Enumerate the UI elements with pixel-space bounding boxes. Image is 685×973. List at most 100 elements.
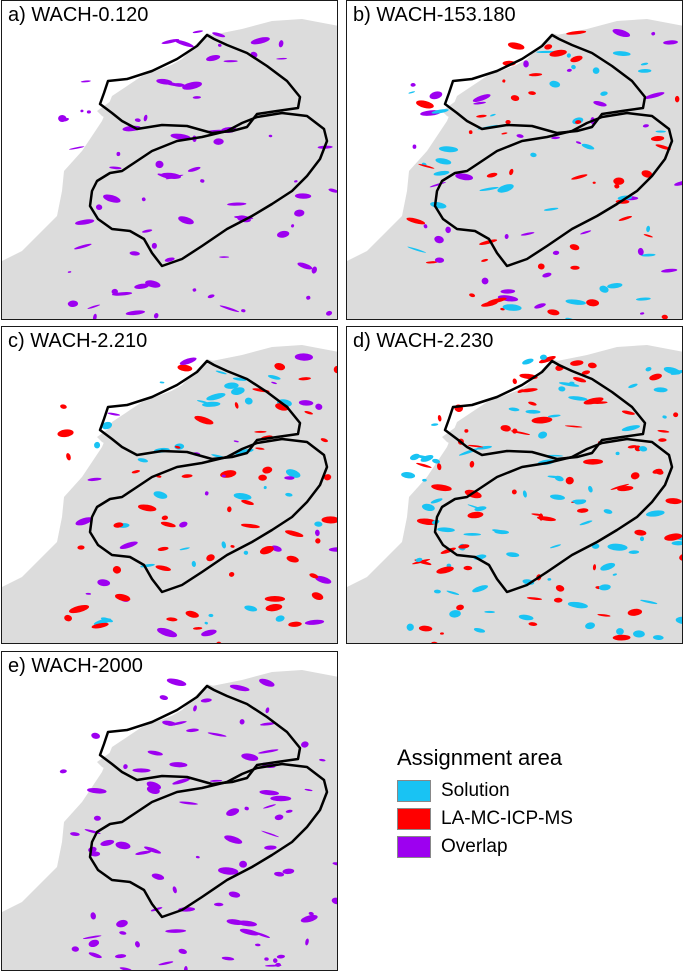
assignment-patch	[505, 119, 511, 125]
assignment-patch	[614, 184, 620, 189]
assignment-patch	[621, 410, 635, 415]
assignment-patch	[100, 839, 115, 846]
assignment-patch	[481, 301, 498, 307]
assignment-patch	[159, 381, 165, 384]
assignment-patch	[528, 401, 537, 406]
assignment-patch	[438, 146, 459, 153]
assignment-patch	[610, 483, 630, 490]
assignment-patch	[627, 608, 643, 616]
assignment-patch	[566, 53, 571, 58]
assignment-patch	[543, 207, 559, 211]
panel-title: d) WACH-2.230	[353, 330, 494, 352]
assignment-patch	[661, 314, 668, 319]
assignment-patch	[642, 124, 649, 128]
assignment-patch	[437, 527, 455, 533]
assignment-patch	[580, 230, 592, 235]
assignment-patch	[192, 627, 203, 630]
assignment-patch	[649, 373, 662, 381]
assignment-patch	[69, 146, 85, 150]
assignment-patch	[215, 370, 227, 375]
map-panel-c: c) WACH-2.210	[1, 326, 338, 644]
assignment-patch	[250, 37, 270, 45]
assignment-patch	[183, 965, 188, 970]
assignment-patch	[239, 860, 248, 868]
assignment-patch	[497, 184, 514, 193]
assignment-patch	[68, 604, 90, 614]
map-svg	[347, 327, 682, 643]
assignment-patch	[88, 939, 100, 948]
assignment-patch	[593, 101, 607, 107]
assignment-patch	[95, 204, 103, 211]
assignment-patch	[511, 489, 517, 495]
assignment-patch	[586, 299, 600, 307]
assignment-patch	[522, 358, 534, 365]
assignment-patch	[213, 138, 224, 145]
assignment-patch	[64, 614, 72, 622]
assignment-patch	[80, 80, 91, 83]
assignment-patch	[655, 144, 671, 150]
assignment-patch	[209, 779, 223, 782]
assignment-patch	[641, 253, 656, 257]
assignment-patch	[618, 215, 632, 221]
assignment-patch	[628, 550, 640, 554]
assignment-patch	[90, 912, 96, 920]
assignment-patch	[278, 40, 284, 48]
assignment-patch	[286, 555, 299, 563]
assignment-patch	[172, 886, 177, 894]
assignment-patch	[467, 511, 484, 519]
assignment-patch	[585, 622, 596, 630]
assignment-patch	[581, 370, 591, 375]
assignment-patch	[570, 265, 580, 270]
assignment-patch	[179, 521, 188, 528]
assignment-patch	[463, 533, 482, 536]
assignment-patch	[600, 91, 608, 96]
assignment-patch	[523, 60, 529, 68]
assignment-patch	[170, 133, 191, 140]
assignment-patch	[231, 387, 245, 395]
assignment-patch	[178, 216, 194, 225]
assignment-patch	[501, 132, 508, 135]
assignment-patch	[200, 179, 205, 183]
assignment-patch	[655, 130, 667, 133]
assignment-patch	[570, 55, 583, 63]
assignment-patch	[430, 498, 443, 504]
map-svg	[347, 1, 682, 319]
assignment-patch	[311, 592, 324, 601]
assignment-patch	[116, 151, 121, 157]
map-panel-b: b) WACH-153.180	[346, 0, 683, 320]
assignment-patch	[70, 832, 80, 836]
assignment-patch	[193, 705, 197, 712]
assignment-patch	[412, 144, 417, 149]
assignment-patch	[613, 177, 625, 185]
assignment-patch	[481, 258, 489, 262]
region-outline-north	[443, 33, 647, 135]
assignment-patch	[528, 622, 538, 626]
assignment-patch	[297, 262, 313, 270]
assignment-patch	[204, 621, 208, 625]
assignment-patch	[507, 42, 525, 50]
assignment-patch	[306, 295, 311, 300]
water	[2, 327, 337, 542]
assignment-patch	[547, 414, 561, 418]
assignment-patch	[221, 474, 226, 478]
assignment-patch	[85, 592, 92, 595]
assignment-patch	[134, 283, 150, 289]
assignment-patch	[113, 522, 124, 528]
assignment-patch	[87, 477, 102, 482]
map-panel-e: e) WACH-2000	[1, 651, 338, 971]
assignment-patch	[71, 946, 79, 952]
assignment-patch	[479, 239, 498, 245]
assignment-patch	[146, 785, 160, 794]
land-mass-detail	[92, 21, 337, 269]
assignment-patch	[455, 173, 474, 181]
assignment-patch	[467, 504, 483, 510]
assignment-patch	[566, 30, 587, 35]
assignment-patch	[531, 513, 543, 517]
assignment-patch	[607, 543, 628, 551]
assignment-patch	[603, 509, 613, 514]
assignment-patch	[406, 217, 426, 225]
assignment-patch	[415, 557, 423, 562]
assignment-patch	[230, 545, 235, 548]
assignment-patch	[486, 172, 498, 178]
panel-title: b) WACH-153.180	[353, 4, 516, 26]
